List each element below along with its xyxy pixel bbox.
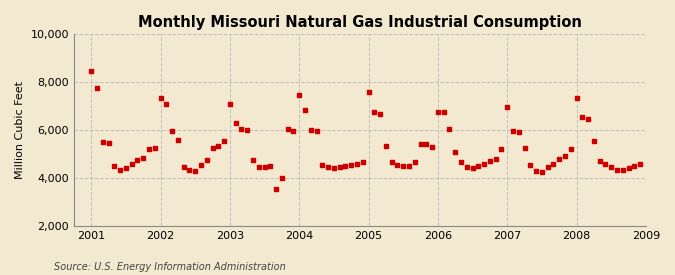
Point [305,128,316,132]
Point [161,101,171,106]
Point [462,165,472,169]
Point [230,120,241,125]
Point [415,142,426,147]
Point [184,167,195,172]
Text: Source: U.S. Energy Information Administration: Source: U.S. Energy Information Administ… [54,262,286,272]
Point [381,143,392,148]
Point [375,112,385,117]
Point [577,114,588,119]
Point [190,169,200,173]
Point [323,165,333,169]
Point [201,158,212,162]
Point [490,156,501,161]
Point [103,141,114,145]
Point [634,161,645,166]
Point [138,155,148,160]
Title: Monthly Missouri Natural Gas Industrial Consumption: Monthly Missouri Natural Gas Industrial … [138,15,582,30]
Point [149,146,160,150]
Point [554,156,564,161]
Point [508,129,518,133]
Point [317,163,328,167]
Point [311,129,322,133]
Point [282,126,293,131]
Point [167,129,178,133]
Point [548,161,559,166]
Point [155,95,166,100]
Point [612,167,622,172]
Point [277,176,288,180]
Point [236,126,247,131]
Point [433,110,443,114]
Point [242,128,252,132]
Point [473,164,484,168]
Y-axis label: Million Cubic Feet: Million Cubic Feet [15,81,25,179]
Point [363,89,374,94]
Point [583,117,593,121]
Point [404,164,414,168]
Point [623,166,634,170]
Point [560,154,570,158]
Point [97,140,108,144]
Point [126,161,137,166]
Point [288,129,299,133]
Point [173,137,184,142]
Point [386,160,397,164]
Point [450,149,460,154]
Point [600,161,611,166]
Point [485,159,495,163]
Point [121,166,132,170]
Point [537,170,547,174]
Point [421,142,432,147]
Point [605,165,616,169]
Point [566,147,576,151]
Point [438,110,449,114]
Point [92,86,103,90]
Point [392,163,403,167]
Point [253,165,264,169]
Point [589,139,599,143]
Point [531,169,541,173]
Point [178,165,189,169]
Point [514,130,524,134]
Point [259,165,270,169]
Point [329,166,340,170]
Point [467,166,478,170]
Point [496,147,507,151]
Point [340,164,351,168]
Point [427,144,437,149]
Point [300,107,310,112]
Point [398,164,408,168]
Point [213,143,223,148]
Point [629,164,640,168]
Point [207,146,218,150]
Point [352,161,362,166]
Point [265,164,275,168]
Point [271,186,281,191]
Point [132,158,143,162]
Point [479,161,489,166]
Point [456,160,466,164]
Point [225,101,236,106]
Point [248,158,259,162]
Point [357,160,368,164]
Point [219,139,230,143]
Point [109,164,119,168]
Point [410,160,421,164]
Point [594,159,605,163]
Point [369,110,380,114]
Point [144,147,155,151]
Point [571,95,582,100]
Point [525,163,536,167]
Point [334,165,345,169]
Point [86,69,97,73]
Point [502,105,512,109]
Point [618,167,628,172]
Point [542,165,553,169]
Point [346,163,356,167]
Point [444,126,455,131]
Point [294,93,304,97]
Point [196,163,207,167]
Point [115,167,126,172]
Point [519,146,530,150]
